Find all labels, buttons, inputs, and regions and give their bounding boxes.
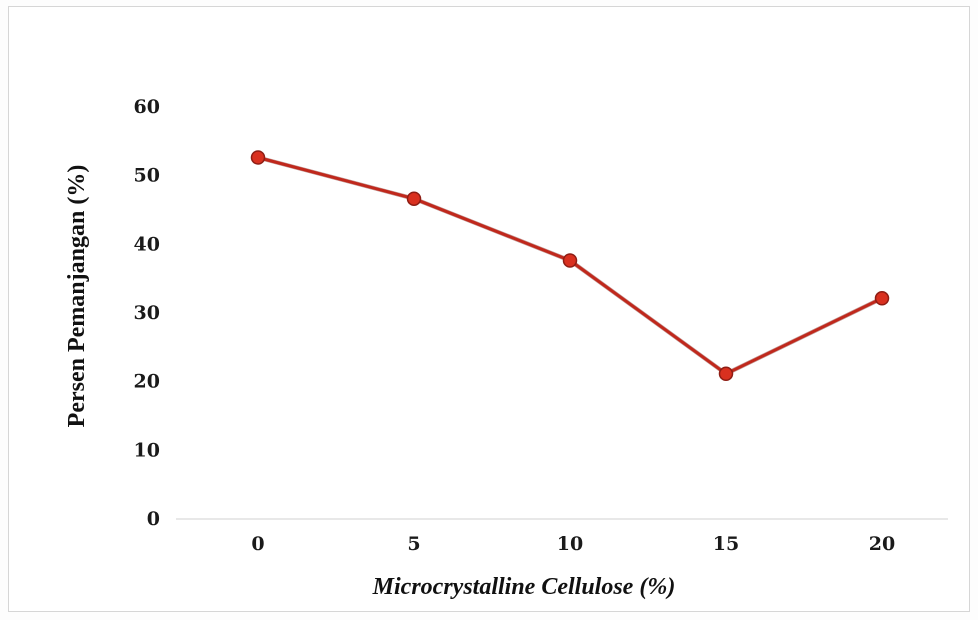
y-tick-label: 40 [134,233,160,255]
x-axis-title: Microcrystalline Cellulose (%) [372,574,676,600]
x-tick-label: 10 [557,533,583,555]
data-point [718,366,734,382]
series-layer [250,150,890,382]
data-point [874,291,890,306]
x-tick-label: 15 [713,533,739,555]
x-tick-labels: 0 5 10 15 20 [251,533,895,555]
x-tick-label: 20 [869,533,895,555]
data-point [562,253,578,268]
x-tick-label: 5 [407,533,420,555]
y-tick-label: 30 [134,302,160,324]
y-tick-label: 20 [134,371,160,393]
data-point [250,150,266,165]
y-tick-label: 0 [147,508,160,530]
y-tick-label: 50 [134,165,160,187]
y-tick-label: 10 [134,439,160,461]
x-tick-label: 0 [251,533,264,555]
data-point [406,191,422,206]
y-tick-label: 60 [134,96,160,118]
y-tick-labels: 0 10 20 30 40 50 60 [134,96,160,530]
chart-frame [8,6,970,612]
y-axis-title: Persen Pemanjangan (%) [64,165,90,428]
